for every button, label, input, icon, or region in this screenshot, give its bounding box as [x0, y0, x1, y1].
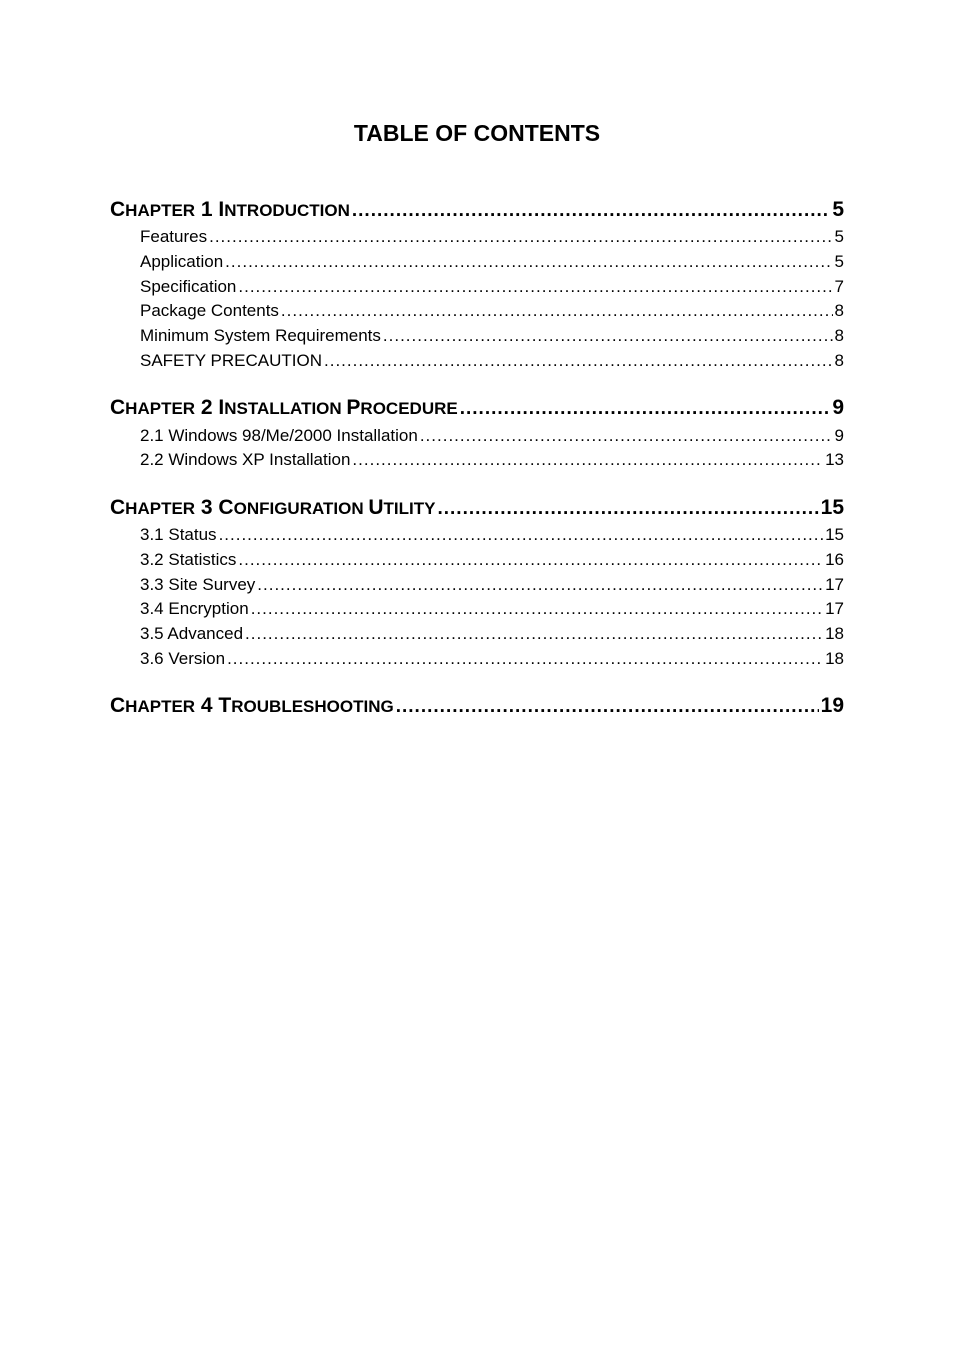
- toc-leader-dots: [238, 275, 832, 300]
- toc-subitem-page: 18: [825, 647, 844, 672]
- toc-subitem-row: Features 5: [110, 225, 844, 250]
- toc-subitem-row: SAFETY PRECAUTION 8: [110, 349, 844, 374]
- toc-leader-dots: [324, 349, 833, 374]
- table-of-contents: CHAPTER 1 INTRODUCTION 5Features5Applica…: [110, 195, 844, 722]
- toc-leader-dots: [383, 324, 833, 349]
- toc-subitem-page: 8: [835, 324, 844, 349]
- toc-chapter-page: 19: [821, 691, 844, 721]
- toc-chapter-row: CHAPTER 4 TROUBLESHOOTING 19: [110, 691, 844, 721]
- toc-chapter-label: CHAPTER 3 CONFIGURATION UTILITY: [110, 493, 435, 523]
- toc-subitem-row: 3.3 Site Survey 17: [110, 573, 844, 598]
- toc-leader-dots: [245, 622, 823, 647]
- toc-subitem-label: 2.2 Windows XP Installation: [140, 448, 350, 473]
- toc-subitem-label: Package Contents: [140, 299, 279, 324]
- toc-subitem-row: Package Contents 8: [110, 299, 844, 324]
- toc-leader-dots: [219, 523, 824, 548]
- toc-subitem-page: 16: [825, 548, 844, 573]
- toc-leader-dots: [251, 597, 823, 622]
- toc-subitem-row: Application 5: [110, 250, 844, 275]
- toc-subitem-page: 13: [825, 448, 844, 473]
- toc-subitem-label: 3.1 Status: [140, 523, 217, 548]
- toc-leader-dots: [460, 395, 831, 423]
- document-page: TABLE OF CONTENTS CHAPTER 1 INTRODUCTION…: [0, 0, 954, 1351]
- toc-subitem-row: 3.2 Statistics 16: [110, 548, 844, 573]
- toc-subitem-page: 18: [825, 622, 844, 647]
- toc-chapter-row: CHAPTER 1 INTRODUCTION 5: [110, 195, 844, 225]
- toc-leader-dots: [420, 424, 833, 449]
- toc-leader-dots: [238, 548, 823, 573]
- toc-section: CHAPTER 2 INSTALLATION PROCEDURE 92.1 Wi…: [110, 393, 844, 473]
- toc-chapter-row: CHAPTER 3 CONFIGURATION UTILITY 15: [110, 493, 844, 523]
- toc-subitem-page: 8: [835, 349, 844, 374]
- toc-subitem-row: Minimum System Requirements 8: [110, 324, 844, 349]
- toc-subitem-label: Application: [140, 250, 223, 275]
- toc-subitem-page: 17: [825, 597, 844, 622]
- toc-leader-dots: [257, 573, 823, 598]
- toc-leader-dots: [352, 448, 823, 473]
- toc-subitem-label: 2.1 Windows 98/Me/2000 Installation: [140, 424, 418, 449]
- toc-chapter-page: 9: [832, 393, 844, 423]
- toc-leader-dots: [281, 299, 833, 324]
- toc-subitem-page: 5: [835, 225, 844, 250]
- toc-subitem-label: SAFETY PRECAUTION: [140, 349, 322, 374]
- toc-chapter-row: CHAPTER 2 INSTALLATION PROCEDURE 9: [110, 393, 844, 423]
- toc-subitem-label: 3.2 Statistics: [140, 548, 236, 573]
- toc-subitem-row: Specification 7: [110, 275, 844, 300]
- toc-section: CHAPTER 1 INTRODUCTION 5Features5Applica…: [110, 195, 844, 373]
- toc-section: CHAPTER 3 CONFIGURATION UTILITY 153.1 St…: [110, 493, 844, 671]
- toc-subitem-label: Specification: [140, 275, 236, 300]
- toc-subitem-label: 3.4 Encryption: [140, 597, 249, 622]
- toc-subitem-row: 3.4 Encryption 17: [110, 597, 844, 622]
- toc-subitem-row: 2.2 Windows XP Installation 13: [110, 448, 844, 473]
- toc-chapter-page: 15: [821, 493, 844, 523]
- toc-subitem-label: Minimum System Requirements: [140, 324, 381, 349]
- toc-leader-dots: [352, 197, 830, 225]
- toc-leader-dots: [227, 647, 823, 672]
- toc-chapter-label: CHAPTER 2 INSTALLATION PROCEDURE: [110, 393, 458, 423]
- toc-subitem-row: 3.5 Advanced 18: [110, 622, 844, 647]
- toc-subitem-page: 15: [825, 523, 844, 548]
- toc-subitem-label: 3.5 Advanced: [140, 622, 243, 647]
- toc-subitem-label: 3.3 Site Survey: [140, 573, 255, 598]
- toc-chapter-label: CHAPTER 4 TROUBLESHOOTING: [110, 691, 394, 721]
- toc-section: CHAPTER 4 TROUBLESHOOTING 19: [110, 691, 844, 721]
- toc-leader-dots: [209, 225, 832, 250]
- toc-subitem-page: 7: [835, 275, 844, 300]
- toc-chapter-page: 5: [832, 195, 844, 225]
- toc-subitem-row: 3.1 Status 15: [110, 523, 844, 548]
- page-title: TABLE OF CONTENTS: [110, 120, 844, 147]
- toc-leader-dots: [437, 495, 818, 523]
- toc-subitem-page: 5: [835, 250, 844, 275]
- toc-subitem-label: 3.6 Version: [140, 647, 225, 672]
- toc-subitem-page: 17: [825, 573, 844, 598]
- toc-subitem-page: 9: [835, 424, 844, 449]
- toc-leader-dots: [225, 250, 832, 275]
- toc-subitem-page: 8: [835, 299, 844, 324]
- toc-leader-dots: [396, 693, 819, 721]
- toc-subitem-label: Features: [140, 225, 207, 250]
- toc-subitem-row: 2.1 Windows 98/Me/2000 Installation 9: [110, 424, 844, 449]
- toc-chapter-label: CHAPTER 1 INTRODUCTION: [110, 195, 350, 225]
- toc-subitem-row: 3.6 Version 18: [110, 647, 844, 672]
